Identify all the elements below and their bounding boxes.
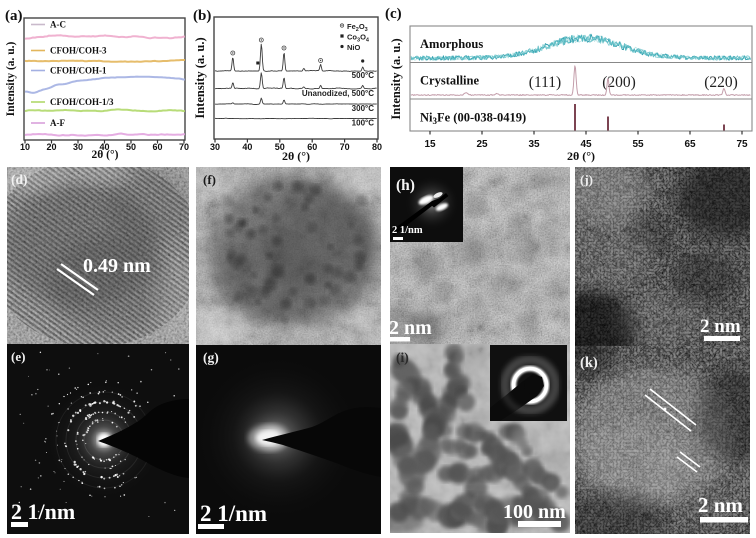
svg-text:80: 80	[372, 142, 382, 152]
svg-text:30: 30	[210, 142, 220, 152]
svg-text:40: 40	[99, 142, 109, 152]
svg-text:30: 30	[73, 142, 83, 152]
svg-text:A-F: A-F	[50, 118, 65, 128]
svg-text:Ni3Fe (00-038-0419): Ni3Fe (00-038-0419)	[420, 111, 526, 127]
svg-text:Amorphous: Amorphous	[420, 37, 483, 51]
svg-text:15: 15	[424, 139, 436, 150]
svg-text:Crystalline: Crystalline	[420, 74, 479, 88]
svg-text:60: 60	[307, 142, 317, 152]
svg-text:(d): (d)	[11, 172, 28, 187]
svg-text:300°C: 300°C	[352, 104, 375, 113]
svg-text:(i): (i)	[396, 350, 409, 365]
svg-text:2 nm: 2 nm	[389, 317, 432, 339]
svg-text:(c): (c)	[385, 6, 402, 22]
svg-text:(b): (b)	[193, 8, 211, 24]
svg-text:2 nm: 2 nm	[700, 316, 741, 337]
svg-text:100 nm: 100 nm	[503, 501, 566, 523]
svg-text:500°C: 500°C	[352, 71, 375, 80]
svg-text:2θ (°): 2θ (°)	[92, 149, 119, 161]
svg-text:(220): (220)	[704, 74, 738, 91]
svg-text:50: 50	[275, 142, 285, 152]
svg-text:(a): (a)	[5, 8, 23, 24]
svg-text:Co3O4: Co3O4	[347, 33, 370, 44]
svg-text:CFOH/COH-1: CFOH/COH-1	[50, 66, 107, 76]
svg-text:10: 10	[20, 142, 30, 152]
svg-text:Intensity (a. u.): Intensity (a. u.)	[389, 38, 403, 119]
svg-text:Intensity (a. u.): Intensity (a. u.)	[193, 37, 207, 118]
svg-text:(e): (e)	[11, 349, 25, 364]
svg-text:55: 55	[632, 139, 644, 150]
svg-text:Unanodized, 500°C: Unanodized, 500°C	[302, 89, 374, 98]
svg-text:20: 20	[46, 142, 56, 152]
svg-text:45: 45	[580, 139, 592, 150]
svg-text:75: 75	[736, 139, 748, 150]
svg-text:CFOH/COH-3: CFOH/COH-3	[50, 46, 107, 56]
svg-text:2 1/nm: 2 1/nm	[392, 225, 423, 236]
svg-text:(h): (h)	[396, 177, 415, 194]
svg-text:25: 25	[476, 139, 488, 150]
svg-text:0.49 nm: 0.49 nm	[83, 255, 151, 277]
svg-text:A-C: A-C	[50, 20, 66, 30]
svg-text:2 nm: 2 nm	[698, 493, 743, 517]
svg-text:Fe2O3: Fe2O3	[347, 22, 368, 33]
svg-text:Intensity (a. u.): Intensity (a. u.)	[5, 41, 17, 116]
svg-text:70: 70	[179, 142, 189, 152]
svg-text:2 1/nm: 2 1/nm	[200, 501, 267, 526]
svg-text:(g): (g)	[203, 350, 219, 365]
svg-text:40: 40	[242, 142, 252, 152]
svg-text:100°C: 100°C	[352, 119, 375, 128]
svg-text:70: 70	[340, 142, 350, 152]
svg-text:2θ (°): 2θ (°)	[282, 149, 310, 163]
svg-text:35: 35	[528, 139, 540, 150]
svg-text:(k): (k)	[580, 355, 598, 371]
svg-text:2θ (°): 2θ (°)	[567, 149, 595, 163]
svg-text:(j): (j)	[580, 172, 593, 187]
svg-text:NiO: NiO	[347, 43, 361, 52]
svg-text:CFOH/COH-1/3: CFOH/COH-1/3	[50, 97, 114, 107]
svg-text:(111): (111)	[529, 74, 561, 91]
svg-text:2 1/nm: 2 1/nm	[11, 499, 75, 524]
svg-text:65: 65	[684, 139, 696, 150]
svg-text:(200): (200)	[602, 74, 636, 91]
svg-text:50: 50	[126, 142, 136, 152]
svg-text:(f): (f)	[203, 172, 216, 187]
svg-text:60: 60	[152, 142, 162, 152]
